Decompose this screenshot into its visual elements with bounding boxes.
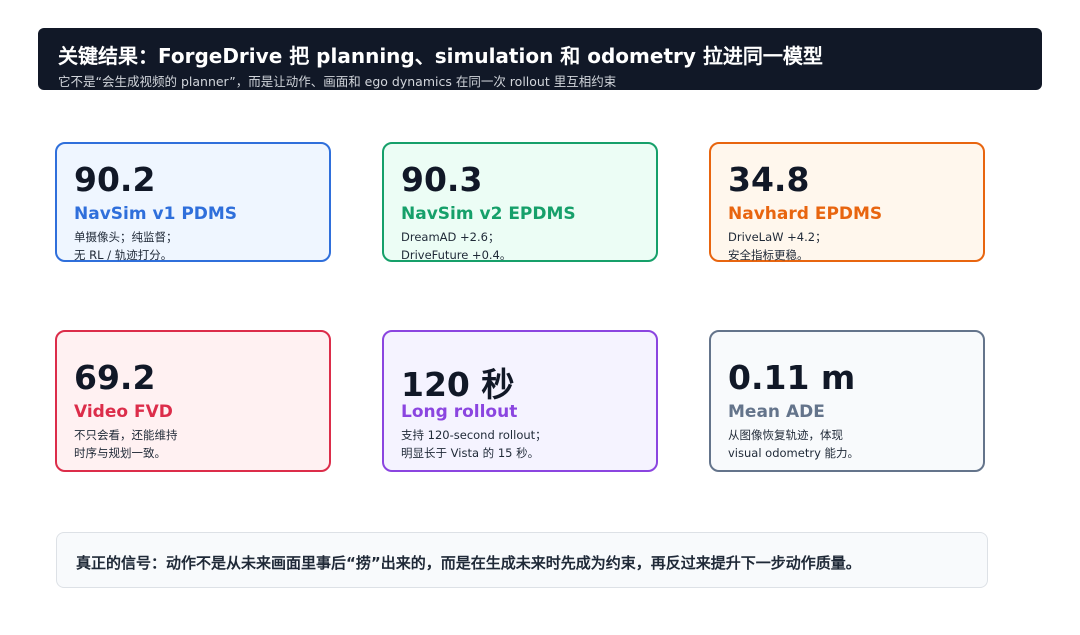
metric-card: 69.2 Video FVD 不只会看，还能维持 时序与规划一致。 [55, 330, 331, 472]
metric-value: 69.2 [74, 358, 156, 397]
metric-label: NavSim v1 PDMS [74, 204, 238, 224]
metric-label: Long rollout [401, 402, 518, 422]
metric-card: 90.2 NavSim v1 PDMS 单摄像头；纯监督； 无 RL / 轨迹打分。 [55, 142, 331, 262]
metric-value: 90.3 [401, 160, 483, 199]
metric-value: 34.8 [728, 160, 810, 199]
metric-value: 90.2 [74, 160, 156, 199]
subtitle: 它不是“会生成视频的 planner”，而是让动作、画面和 ego dynami… [58, 74, 617, 89]
metric-card: 90.3 NavSim v2 EPDMS DreamAD +2.6； DriveFut… [382, 142, 658, 262]
metric-note: DriveFuture +0.4。 [401, 248, 512, 262]
metric-label: Navhard EPDMS [728, 204, 883, 224]
metric-note: 不只会看，还能维持 [74, 428, 178, 442]
metric-card: 120 秒 Long rollout 支持 120-second rollout； 明… [382, 330, 658, 472]
metric-value: 0.11 m [728, 358, 856, 397]
metric-note: 安全指标更稳。 [728, 248, 809, 262]
metric-note: 时序与规划一致。 [74, 446, 166, 460]
metric-value: 120 秒 [401, 365, 515, 404]
footer: 真正的信号：动作不是从未来画面里事后“捞”出来的，而是在生成未来时先成为约束，再… [56, 532, 988, 588]
metric-label: Video FVD [74, 402, 173, 422]
footer-text: 真正的信号：动作不是从未来画面里事后“捞”出来的，而是在生成未来时先成为约束，再… [76, 554, 861, 572]
metric-label: NavSim v2 EPDMS [401, 204, 576, 224]
title: 关键结果：ForgeDrive 把 planning、simulation 和 … [58, 44, 823, 68]
metric-note: 单摄像头；纯监督； [74, 230, 178, 244]
metric-label: Mean ADE [728, 402, 825, 422]
metric-note: 明显长于 Vista 的 15 秒。 [401, 446, 540, 460]
metric-card: 34.8 Navhard EPDMS DriveLaW +4.2； 安全指标更稳。 [709, 142, 985, 262]
metric-note: visual odometry 能力。 [728, 446, 860, 460]
metric-note: DriveLaW +4.2； [728, 230, 827, 244]
header: 关键结果：ForgeDrive 把 planning、simulation 和 … [38, 28, 1042, 90]
metric-note: 从图像恢复轨迹，体现 [728, 428, 843, 442]
metric-note: DreamAD +2.6； [401, 230, 500, 244]
metric-note: 无 RL / 轨迹打分。 [74, 248, 173, 262]
metric-card: 0.11 m Mean ADE 从图像恢复轨迹，体现 visual odometry … [709, 330, 985, 472]
metric-note: 支持 120-second rollout； [401, 428, 547, 442]
